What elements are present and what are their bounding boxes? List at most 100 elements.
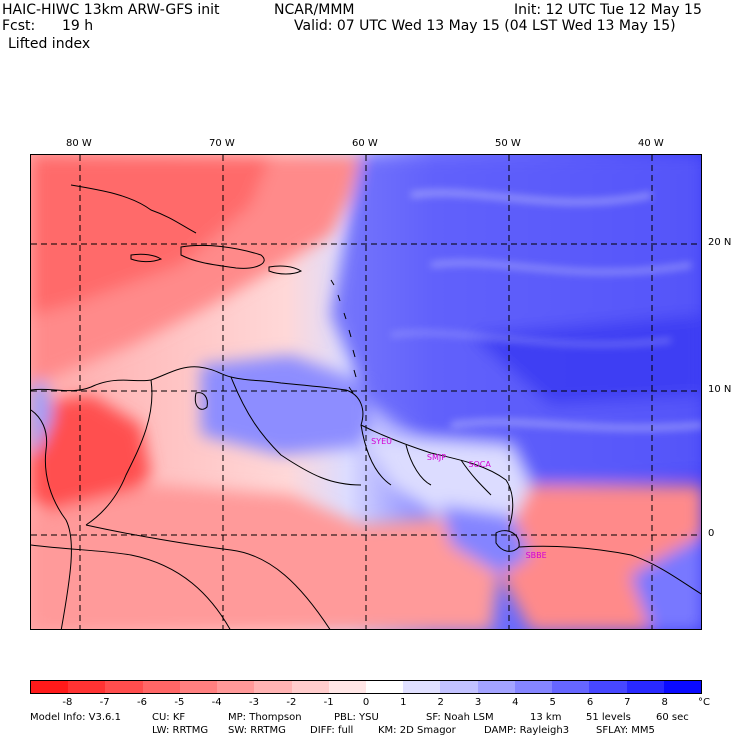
colorbar-cell: [254, 681, 292, 693]
field-cold-caribbean: [201, 355, 371, 455]
lon-label: 70 W: [209, 138, 235, 149]
mp-scheme: MP: Thompson: [228, 712, 302, 723]
coast-pacific: [31, 409, 72, 629]
colorbar-cell: [217, 681, 255, 693]
valid-time: Valid: 07 UTC Wed 13 May 15 (04 LST Wed …: [294, 18, 676, 34]
org-label: NCAR/MMM: [274, 2, 355, 18]
colorbar-label: 3: [474, 697, 482, 708]
colorbar-label: -7: [99, 697, 110, 708]
diff-scheme: DIFF: full: [310, 725, 354, 736]
colorbar-label: -1: [323, 697, 334, 708]
colorbar-cell: [440, 681, 478, 693]
coast-south-america-north: [31, 366, 364, 426]
colorbar-cell: [31, 681, 69, 693]
lon-label: 50 W: [495, 138, 521, 149]
colorbar-cell: [105, 681, 143, 693]
damp-scheme: DAMP: Rayleigh3: [484, 725, 570, 736]
colorbar-cell: [68, 681, 106, 693]
border-venezuela-brazil: [230, 376, 362, 486]
lon-label: 40 W: [638, 138, 664, 149]
coast-puerto-rico: [268, 265, 303, 275]
colorbar-label: -5: [174, 697, 185, 708]
colorbar-cell: [626, 681, 664, 693]
border-peru: [31, 544, 231, 629]
coast-brazil-ne: [518, 545, 701, 595]
sflay-scheme: SFLAY: MM5: [596, 725, 655, 736]
coast-marajo: [495, 530, 520, 552]
colorbar-cell: [328, 681, 366, 693]
colorbar-label: 1: [400, 697, 407, 708]
colorbar: [30, 680, 702, 694]
border-colombia-venezuela: [85, 379, 153, 526]
field-cold-pacific: [31, 380, 53, 455]
colorbar-label: 8: [661, 697, 668, 708]
colorbar-label: 4: [512, 697, 519, 708]
colorbar-cell: [663, 681, 701, 693]
colorbar-cell: [403, 681, 441, 693]
init-time: Init: 12 UTC Tue 12 May 15: [514, 2, 702, 18]
colorbar-cell: [552, 681, 590, 693]
colorbar-label: -4: [211, 697, 222, 708]
station-label: SOCA: [468, 460, 491, 470]
model-info: Model Info: V3.6.1: [30, 712, 121, 723]
cu-scheme: CU: KF: [152, 712, 186, 723]
timestep: 60 sec: [656, 712, 689, 723]
coast-maracaibo: [194, 392, 208, 410]
graticule: [31, 155, 701, 629]
station-label: SYEU: [371, 437, 393, 447]
field-name: Lifted index: [8, 36, 91, 52]
station-label: SMJP: [426, 453, 447, 463]
field-cold-core: [471, 315, 701, 405]
map-canvas: [31, 155, 701, 629]
field-warm-core: [31, 155, 271, 315]
colorbar-cell: [514, 681, 553, 693]
colorbar-cell: [477, 681, 515, 693]
coast-hispaniola: [180, 244, 265, 269]
lat-label: 0: [708, 528, 715, 539]
resolution: 13 km: [530, 712, 562, 723]
station-label: SBBE: [525, 551, 547, 561]
lw-scheme: LW: RRTMG: [152, 725, 209, 736]
border-french-guiana: [460, 459, 492, 496]
lat-label: 10 N: [708, 384, 732, 395]
colorbar-unit: °C: [698, 697, 710, 708]
km-scheme: KM: 2D Smagor: [378, 725, 456, 736]
lon-label: 60 W: [352, 138, 378, 149]
coastlines: [31, 184, 701, 629]
model-title: HAIC-HIWC 13km ARW-GFS init: [2, 2, 220, 18]
coast-lesser-antilles: [330, 279, 357, 394]
sw-scheme: SW: RRTMG: [228, 725, 286, 736]
border-suriname: [405, 444, 432, 486]
colorbar-label: -2: [286, 697, 297, 708]
colorbar-label: -6: [137, 697, 147, 708]
coast-guianas: [360, 424, 514, 528]
colorbar-cell: [365, 681, 404, 693]
colorbar-label: 6: [586, 697, 594, 708]
field-warm-amazon: [31, 485, 501, 629]
colorbar-label: 7: [624, 697, 631, 708]
field-texture: [390, 189, 701, 431]
sf-scheme: SF: Noah LSM: [426, 712, 494, 723]
fcst-label: Fcst:: [2, 18, 36, 34]
colorbar-cell: [142, 681, 180, 693]
field-cold-edge: [631, 536, 701, 629]
colorbar-label: 5: [549, 697, 556, 708]
border-brazil-west: [85, 524, 331, 629]
colorbar-label: -8: [62, 697, 73, 708]
colorbar-label: 0: [362, 697, 370, 708]
colorbar-cell: [179, 681, 218, 693]
coast-cuba: [70, 184, 197, 234]
pbl-scheme: PBL: YSU: [334, 712, 379, 723]
colorbar-cell: [291, 681, 329, 693]
colorbar-cell: [589, 681, 627, 693]
lon-label: 80 W: [66, 138, 92, 149]
levels: 51 levels: [586, 712, 631, 723]
coast-jamaica: [130, 253, 163, 263]
colorbar-label: -3: [249, 697, 259, 708]
lat-label: 20 N: [708, 237, 732, 248]
field-shading: [31, 155, 701, 629]
colorbar-label: 2: [437, 697, 444, 708]
fcst-value: 19 h: [62, 18, 94, 34]
lifted-index-map: [30, 154, 702, 630]
field-cold-atlantic: [331, 155, 701, 485]
